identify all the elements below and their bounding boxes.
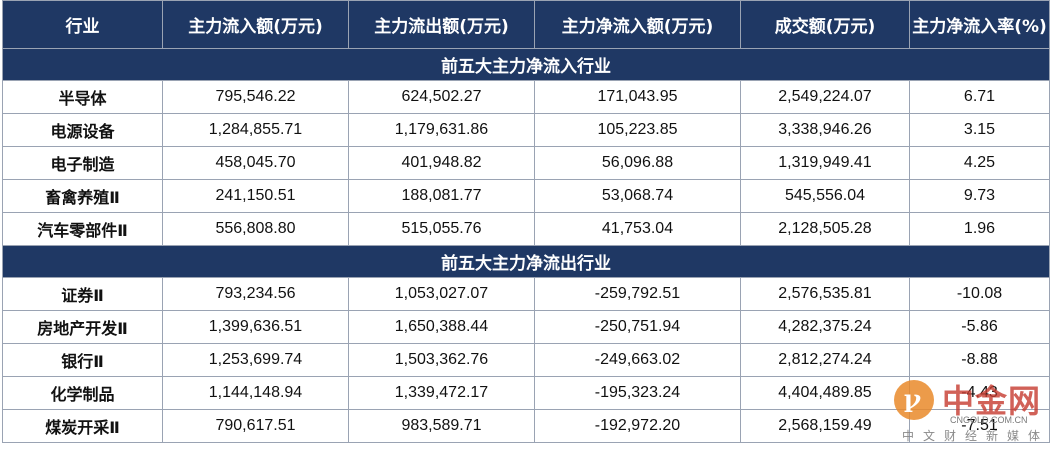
industry-name-cell: 电源设备 <box>2 113 163 147</box>
value-cell: -10.08 <box>909 277 1050 311</box>
value-cell: 3,338,946.26 <box>740 113 910 147</box>
value-cell: 545,556.04 <box>740 179 910 213</box>
value-cell: 53,068.74 <box>534 179 741 213</box>
value-cell: -250,751.94 <box>534 310 741 344</box>
value-cell: -192,972.20 <box>534 409 741 443</box>
value-cell: 2,568,159.49 <box>740 409 910 443</box>
value-cell: -249,663.02 <box>534 343 741 377</box>
section-title: 前五大主力净流入行业 <box>2 48 1050 81</box>
industry-name-cell: 半导体 <box>2 80 163 114</box>
value-cell: -8.88 <box>909 343 1050 377</box>
value-cell: 983,589.71 <box>348 409 535 443</box>
table-row: 半导体 795,546.22 624,502.27 171,043.95 2,549,2… <box>2 80 1050 114</box>
value-cell: 188,081.77 <box>348 179 535 213</box>
header-industry: 行业 <box>2 0 163 49</box>
value-cell: 1,053,027.07 <box>348 277 535 311</box>
value-cell: 6.71 <box>909 80 1050 114</box>
industry-name-cell: 化学制品 <box>2 376 163 410</box>
header-net-inflow: 主力净流入额(万元) <box>534 0 741 49</box>
value-cell: 2,549,224.07 <box>740 80 910 114</box>
value-cell: 401,948.82 <box>348 146 535 180</box>
table-row: 煤炭开采Ⅱ 790,617.51 983,589.71 -192,972.20 2,56… <box>2 409 1050 443</box>
value-cell: 105,223.85 <box>534 113 741 147</box>
value-cell: -259,792.51 <box>534 277 741 311</box>
value-cell: 4.25 <box>909 146 1050 180</box>
value-cell: 515,055.76 <box>348 212 535 246</box>
value-cell: 1,144,148.94 <box>162 376 349 410</box>
value-cell: 795,546.22 <box>162 80 349 114</box>
table-row: 证券Ⅱ 793,234.56 1,053,027.07 -259,792.51 2,57… <box>2 277 1050 311</box>
value-cell: 2,128,505.28 <box>740 212 910 246</box>
value-cell: 790,617.51 <box>162 409 349 443</box>
value-cell: 1.96 <box>909 212 1050 246</box>
industry-name-cell: 电子制造 <box>2 146 163 180</box>
value-cell: 41,753.04 <box>534 212 741 246</box>
value-cell: 9.73 <box>909 179 1050 213</box>
value-cell: -195,323.24 <box>534 376 741 410</box>
value-cell: 1,319,949.41 <box>740 146 910 180</box>
value-cell: 4,282,375.24 <box>740 310 910 344</box>
industry-name-cell: 煤炭开采Ⅱ <box>2 409 163 443</box>
header-outflow: 主力流出额(万元) <box>348 0 535 49</box>
industry-name-cell: 汽车零部件Ⅱ <box>2 212 163 246</box>
industry-flow-table: 行业 主力流入额(万元) 主力流出额(万元) 主力净流入额(万元) 成交额(万元… <box>2 0 1050 443</box>
value-cell: 2,576,535.81 <box>740 277 910 311</box>
value-cell: 1,399,636.51 <box>162 310 349 344</box>
value-cell: 171,043.95 <box>534 80 741 114</box>
industry-name-cell: 银行Ⅱ <box>2 343 163 377</box>
industry-name-cell: 房地产开发Ⅱ <box>2 310 163 344</box>
value-cell: 624,502.27 <box>348 80 535 114</box>
value-cell: 1,284,855.71 <box>162 113 349 147</box>
header-net-rate: 主力净流入率(%) <box>909 0 1050 49</box>
value-cell: 2,812,274.24 <box>740 343 910 377</box>
table-row: 银行Ⅱ 1,253,699.74 1,503,362.76 -249,663.02 2,… <box>2 343 1050 377</box>
header-turnover: 成交额(万元) <box>740 0 910 49</box>
table-row: 汽车零部件Ⅱ 556,808.80 515,055.76 41,753.04 2,128… <box>2 212 1050 246</box>
industry-name-cell: 畜禽养殖Ⅱ <box>2 179 163 213</box>
header-inflow: 主力流入额(万元) <box>162 0 349 49</box>
industry-name-cell: 证券Ⅱ <box>2 277 163 311</box>
value-cell: -7.51 <box>909 409 1050 443</box>
section-header-row: 前五大主力净流入行业 <box>2 48 1050 81</box>
value-cell: 56,096.88 <box>534 146 741 180</box>
value-cell: -4.43 <box>909 376 1050 410</box>
section-title: 前五大主力净流出行业 <box>2 245 1050 278</box>
value-cell: 241,150.51 <box>162 179 349 213</box>
value-cell: 1,503,362.76 <box>348 343 535 377</box>
value-cell: 556,808.80 <box>162 212 349 246</box>
value-cell: 1,179,631.86 <box>348 113 535 147</box>
value-cell: 3.15 <box>909 113 1050 147</box>
table-row: 畜禽养殖Ⅱ 241,150.51 188,081.77 53,068.74 545,55… <box>2 179 1050 213</box>
table-row: 电源设备 1,284,855.71 1,179,631.86 105,223.85 3,… <box>2 113 1050 147</box>
table-row: 化学制品 1,144,148.94 1,339,472.17 -195,323.24 4… <box>2 376 1050 410</box>
value-cell: -5.86 <box>909 310 1050 344</box>
header-row: 行业 主力流入额(万元) 主力流出额(万元) 主力净流入额(万元) 成交额(万元… <box>2 0 1050 49</box>
value-cell: 1,339,472.17 <box>348 376 535 410</box>
value-cell: 4,404,489.85 <box>740 376 910 410</box>
table-row: 房地产开发Ⅱ 1,399,636.51 1,650,388.44 -250,751.9… <box>2 310 1050 344</box>
section-header-row: 前五大主力净流出行业 <box>2 245 1050 278</box>
value-cell: 458,045.70 <box>162 146 349 180</box>
table-row: 电子制造 458,045.70 401,948.82 56,096.88 1,319,9… <box>2 146 1050 180</box>
value-cell: 1,650,388.44 <box>348 310 535 344</box>
value-cell: 793,234.56 <box>162 277 349 311</box>
value-cell: 1,253,699.74 <box>162 343 349 377</box>
